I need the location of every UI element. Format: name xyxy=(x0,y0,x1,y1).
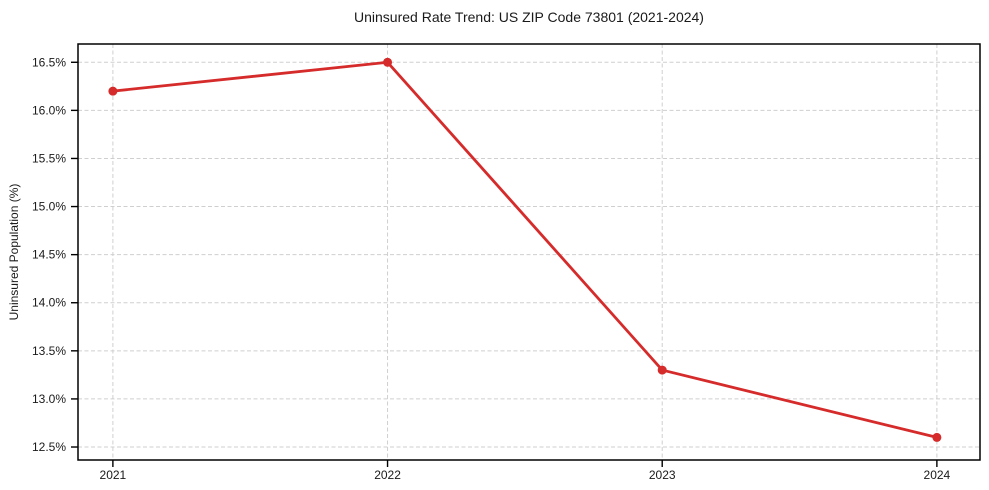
chart-title: Uninsured Rate Trend: US ZIP Code 73801 … xyxy=(354,9,704,25)
x-tick-label: 2024 xyxy=(924,468,951,482)
y-tick-label: 13.0% xyxy=(32,392,66,406)
y-tick-label: 15.5% xyxy=(32,151,66,165)
y-tick-label: 14.0% xyxy=(32,296,66,310)
y-tick-label: 14.5% xyxy=(32,248,66,262)
x-tick-label: 2023 xyxy=(649,468,676,482)
x-tick-label: 2022 xyxy=(374,468,401,482)
data-point-marker xyxy=(108,86,118,96)
y-tick-label: 15.0% xyxy=(32,200,66,214)
data-point-marker xyxy=(383,57,393,67)
y-tick-label: 16.0% xyxy=(32,103,66,117)
trend-line xyxy=(111,60,939,439)
y-tick-label: 12.5% xyxy=(32,440,66,454)
y-tick-label: 13.5% xyxy=(32,344,66,358)
y-tick-label: 16.5% xyxy=(32,55,66,69)
data-point-marker xyxy=(932,432,942,442)
plot-border xyxy=(77,43,981,461)
data-point-marker xyxy=(657,365,667,375)
x-tick-label: 2021 xyxy=(100,468,127,482)
